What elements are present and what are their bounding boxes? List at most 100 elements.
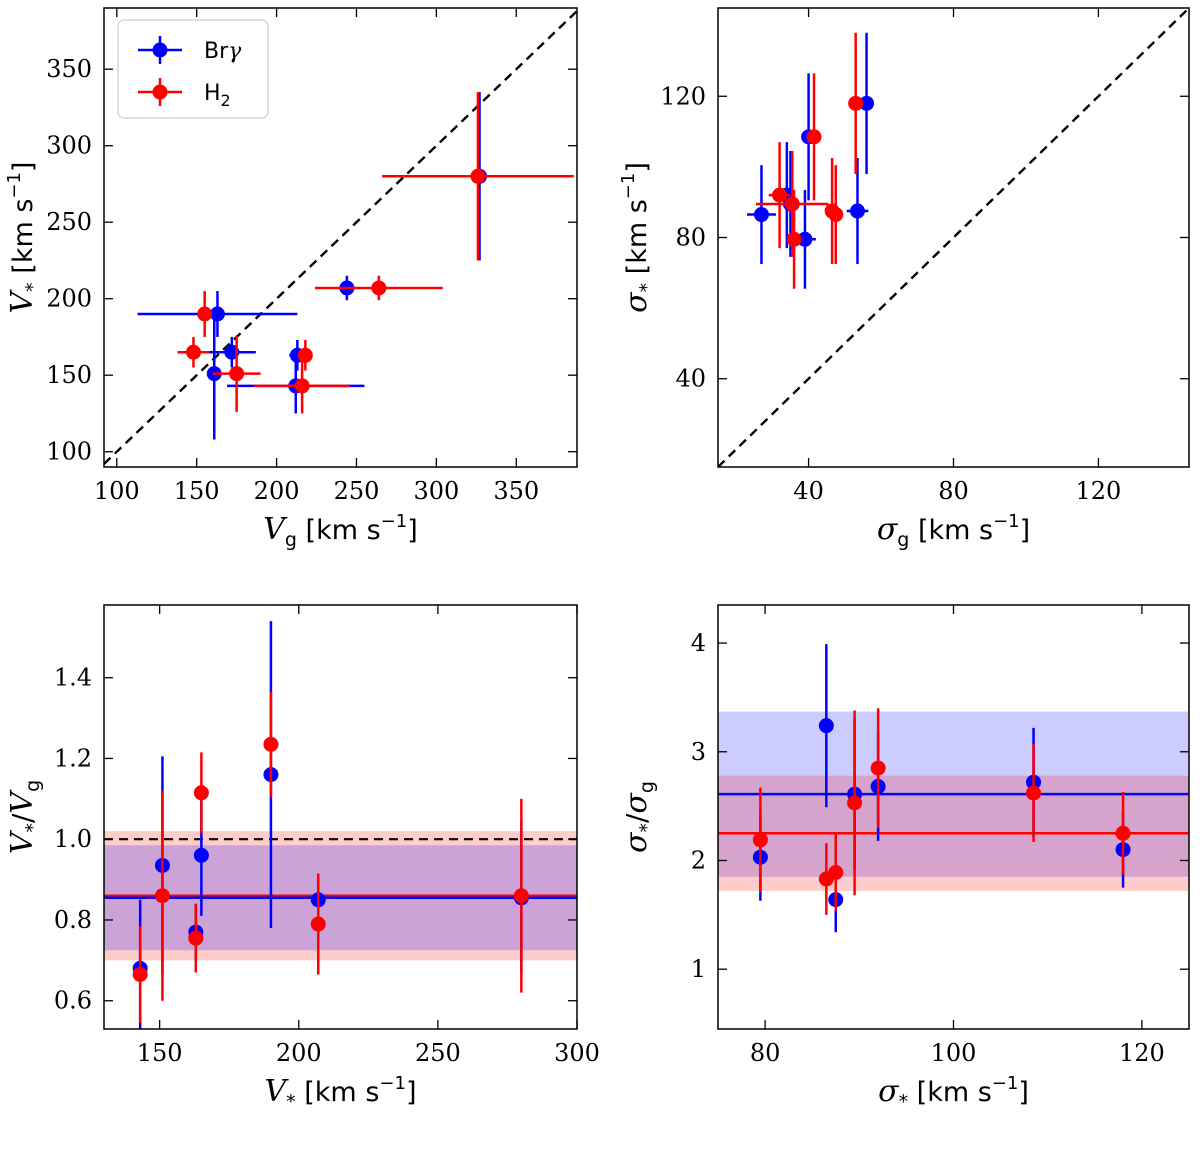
x-axis-label: σg [km s−1] bbox=[877, 511, 1030, 551]
marker bbox=[859, 95, 875, 111]
x-tick-label: 300 bbox=[554, 1039, 600, 1067]
marker bbox=[786, 231, 802, 247]
marker bbox=[847, 795, 863, 811]
data-point-br-1 bbox=[818, 644, 834, 808]
legend-entry-h2: H2 bbox=[138, 78, 231, 110]
y-tick-label: 1.4 bbox=[54, 664, 92, 692]
y-tick-label: 0.8 bbox=[54, 906, 92, 934]
data-point-h2-6 bbox=[848, 32, 864, 174]
data-point-h2-3 bbox=[806, 73, 822, 201]
y-axis-label: σ* [km s−1] bbox=[618, 162, 658, 313]
x-tick-label: 150 bbox=[174, 477, 220, 505]
marker bbox=[753, 207, 769, 223]
y-tick-label: 250 bbox=[46, 208, 92, 236]
data-point-br-2 bbox=[137, 291, 298, 337]
marker bbox=[297, 347, 313, 363]
data-point-h2-2 bbox=[197, 291, 213, 337]
data-point-h2-1 bbox=[314, 275, 443, 301]
marker bbox=[371, 280, 387, 296]
y-tick-label: 120 bbox=[660, 82, 706, 110]
data-point-h2-5 bbox=[828, 165, 844, 264]
data-point-h2-6 bbox=[1115, 791, 1131, 875]
data-point-h2-3 bbox=[193, 752, 209, 834]
legend-marker bbox=[152, 42, 168, 58]
legend-label: Brγ bbox=[204, 39, 242, 64]
legend: Brγ H2 bbox=[117, 19, 269, 119]
y-tick-label: 3 bbox=[691, 738, 706, 766]
marker bbox=[185, 344, 201, 360]
y-tick-label: 2 bbox=[691, 846, 706, 874]
data-point-h2-5 bbox=[1026, 744, 1042, 843]
axes-frame bbox=[103, 604, 578, 1030]
x-tick-label: 200 bbox=[254, 477, 300, 505]
marker bbox=[806, 129, 822, 145]
marker bbox=[209, 306, 225, 322]
data-point-h2-3 bbox=[177, 336, 210, 368]
marker bbox=[752, 832, 768, 848]
data-point-h2-3 bbox=[847, 710, 863, 896]
x-tick-label: 300 bbox=[413, 477, 459, 505]
data-point-h2-5 bbox=[297, 340, 313, 371]
data-point-h2-2 bbox=[188, 903, 204, 973]
legend-box bbox=[117, 19, 269, 119]
x-tick-label: 120 bbox=[1076, 477, 1122, 505]
x-tick-label: 40 bbox=[793, 477, 824, 505]
y-tick-label: 1 bbox=[691, 955, 706, 983]
marker bbox=[197, 306, 213, 322]
marker bbox=[818, 718, 834, 734]
x-tick-label: 80 bbox=[938, 477, 969, 505]
x-tick-label: 100 bbox=[931, 1039, 977, 1067]
x-tick-label: 250 bbox=[334, 477, 380, 505]
y-tick-label: 150 bbox=[46, 361, 92, 389]
plot-area bbox=[718, 8, 1189, 467]
panel-top-left: 100 150 200 250 300 350 100 150 200 250 300 350 Vg [… bbox=[4, 7, 578, 551]
legend-label: H2 bbox=[204, 81, 231, 110]
x-tick-label: 250 bbox=[415, 1039, 461, 1067]
y-axis-label: σ*/σg bbox=[619, 781, 658, 853]
marker bbox=[1026, 785, 1042, 801]
data-point-h2-2 bbox=[828, 834, 844, 911]
marker bbox=[294, 378, 310, 394]
x-axis-label: Vg [km s−1] bbox=[263, 511, 418, 551]
panel-bottom-left: 150 200 250 300 0.6 0.8 1.0 1.2 1.4 V* [km s−1] V*… bbox=[5, 604, 600, 1113]
data-point-br-5 bbox=[846, 158, 869, 264]
marker bbox=[784, 196, 800, 212]
data-point-h2-4 bbox=[870, 708, 886, 828]
panel-top-right: 40 80 120 40 80 120 σg [km s−1] σ* [km s−1] bbox=[618, 7, 1190, 551]
marker bbox=[193, 785, 209, 801]
x-tick-label: 100 bbox=[94, 477, 140, 505]
data-point-h2-2 bbox=[786, 189, 802, 289]
one-to-one-line bbox=[104, 10, 577, 465]
data-point-h2-4 bbox=[263, 691, 279, 797]
x-tick-label: 200 bbox=[276, 1039, 322, 1067]
y-tick-label: 1.0 bbox=[54, 825, 92, 853]
marker bbox=[470, 168, 486, 184]
plot-area bbox=[718, 644, 1189, 933]
marker bbox=[188, 930, 204, 946]
y-axis-label: V* [km s−1] bbox=[4, 162, 44, 314]
y-tick-label: 100 bbox=[46, 438, 92, 466]
panel-bottom-right: 80 100 120 1 2 3 4 σ* [km s−1] σ*/σg bbox=[619, 604, 1190, 1113]
data-point-br-3 bbox=[794, 189, 816, 289]
data-point-h2-0 bbox=[768, 142, 791, 249]
data-point-h2-6 bbox=[254, 358, 351, 414]
y-tick-label: 0.6 bbox=[54, 987, 92, 1015]
y-tick-label: 80 bbox=[675, 224, 706, 252]
x-tick-label: 80 bbox=[750, 1039, 781, 1067]
marker bbox=[310, 916, 326, 932]
data-point-h2-5 bbox=[310, 873, 326, 975]
y-tick-label: 40 bbox=[675, 365, 706, 393]
marker bbox=[229, 366, 245, 382]
marker bbox=[513, 888, 529, 904]
marker bbox=[849, 203, 865, 219]
y-tick-label: 4 bbox=[691, 629, 706, 657]
data-point-h2-0 bbox=[382, 92, 574, 261]
marker bbox=[828, 864, 844, 880]
data-point-h2-0 bbox=[752, 787, 768, 893]
y-tick-label: 300 bbox=[46, 132, 92, 160]
plot-area bbox=[104, 621, 577, 1029]
data-point-h2-4 bbox=[212, 335, 261, 412]
x-axis-label: σ* [km s−1] bbox=[878, 1073, 1029, 1113]
axes-frame bbox=[103, 7, 578, 468]
